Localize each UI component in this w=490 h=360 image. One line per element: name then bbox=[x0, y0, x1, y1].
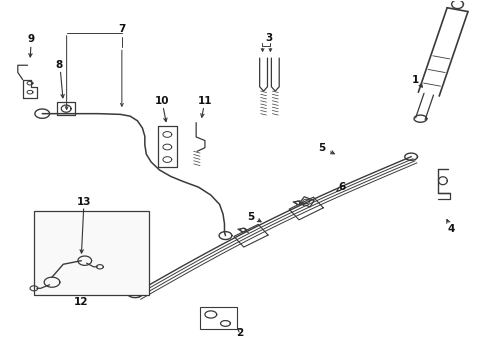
Text: 7: 7 bbox=[118, 24, 125, 35]
Text: 2: 2 bbox=[237, 328, 244, 338]
Bar bbox=[200, 307, 237, 329]
Text: 4: 4 bbox=[448, 225, 455, 234]
Text: 10: 10 bbox=[155, 96, 169, 106]
Text: 9: 9 bbox=[27, 35, 35, 44]
Text: 12: 12 bbox=[74, 297, 88, 307]
Text: 3: 3 bbox=[265, 33, 272, 43]
Text: 6: 6 bbox=[338, 182, 345, 192]
Text: 5: 5 bbox=[318, 143, 326, 153]
Text: 11: 11 bbox=[197, 96, 212, 106]
Text: 13: 13 bbox=[76, 197, 91, 207]
Text: 8: 8 bbox=[56, 59, 63, 69]
Text: 5: 5 bbox=[247, 212, 254, 221]
Bar bbox=[34, 211, 149, 296]
Text: 1: 1 bbox=[412, 75, 418, 85]
